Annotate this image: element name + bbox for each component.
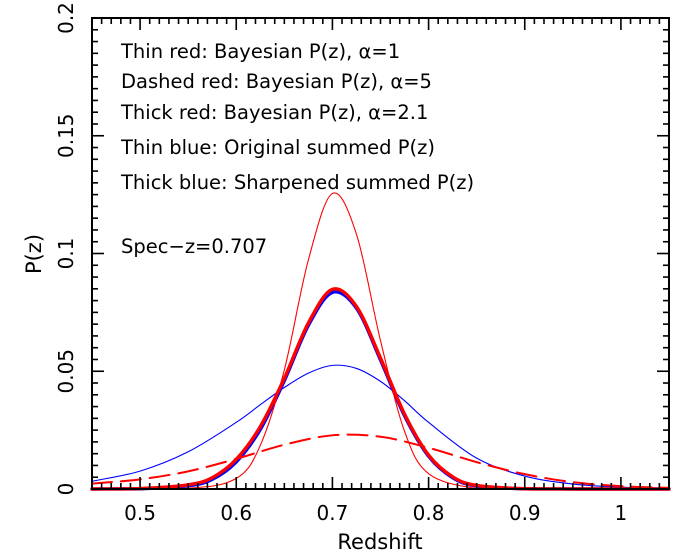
- annotation-thick-blue: Thick blue: Sharpened summed P(z): [120, 171, 474, 194]
- y-tick-label: 0.05: [54, 349, 78, 394]
- series-line-dashed-red-3: [91, 433, 670, 489]
- series-line-thick-blue-1: [90, 290, 671, 491]
- y-tick-label: 0.1: [54, 238, 78, 270]
- annotation-dashed-red: Dashed red: Bayesian P(z), α=5: [121, 70, 432, 93]
- annotation-thin-blue: Thin blue: Original summed P(z): [120, 136, 435, 159]
- annotation-thin-red: Thin red: Bayesian P(z), α=1: [120, 40, 400, 63]
- tick-layer: [91, 17, 670, 490]
- annotation-thick-red: Thick red: Bayesian P(z), α=2.1: [120, 101, 428, 124]
- x-tick-label: 0.9: [509, 501, 541, 525]
- y-tick-label: 0.2: [54, 2, 78, 34]
- y-tick-label: 0.15: [54, 113, 78, 158]
- annotation-spec-z: Spec−z=0.707: [121, 235, 267, 258]
- tick-label-layer: 0.5 0.6 0.7 0.8 0.9 1 0 0.05 0.1 0.15 0.2: [54, 2, 627, 525]
- x-tick-label: 0.6: [220, 501, 252, 525]
- series-layer: [90, 192, 671, 491]
- x-tick-label: 0.5: [124, 501, 156, 525]
- x-tick-label: 1: [615, 501, 628, 525]
- y-axis-label: P(z): [22, 234, 46, 274]
- y-tick-label: 0: [54, 483, 78, 496]
- x-tick-label: 0.7: [317, 501, 349, 525]
- x-tick-label: 0.8: [413, 501, 445, 525]
- series-line-thin-blue-0: [91, 364, 670, 489]
- x-axis-label: Redshift: [337, 530, 422, 554]
- series-line-thick-red-4: [90, 287, 671, 491]
